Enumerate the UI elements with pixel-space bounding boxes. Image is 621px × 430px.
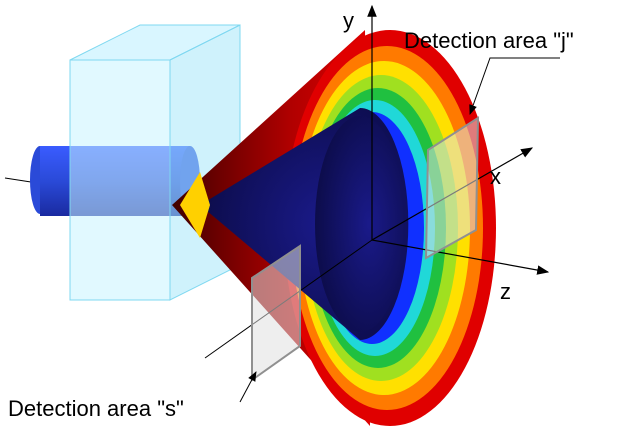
leader-j bbox=[470, 58, 560, 114]
box-front bbox=[70, 60, 170, 300]
interior-floor bbox=[315, 116, 405, 332]
page: y x z Detection area "j" Detection area … bbox=[0, 0, 621, 430]
label-j: Detection area "j" bbox=[404, 28, 574, 53]
source bbox=[5, 25, 240, 300]
x-label: x bbox=[490, 164, 501, 189]
leader-s bbox=[240, 372, 256, 402]
label-s: Detection area "s" bbox=[8, 396, 184, 421]
diagram: y x z Detection area "j" Detection area … bbox=[0, 0, 621, 430]
z-label: z bbox=[500, 279, 511, 304]
y-label: y bbox=[343, 8, 354, 33]
